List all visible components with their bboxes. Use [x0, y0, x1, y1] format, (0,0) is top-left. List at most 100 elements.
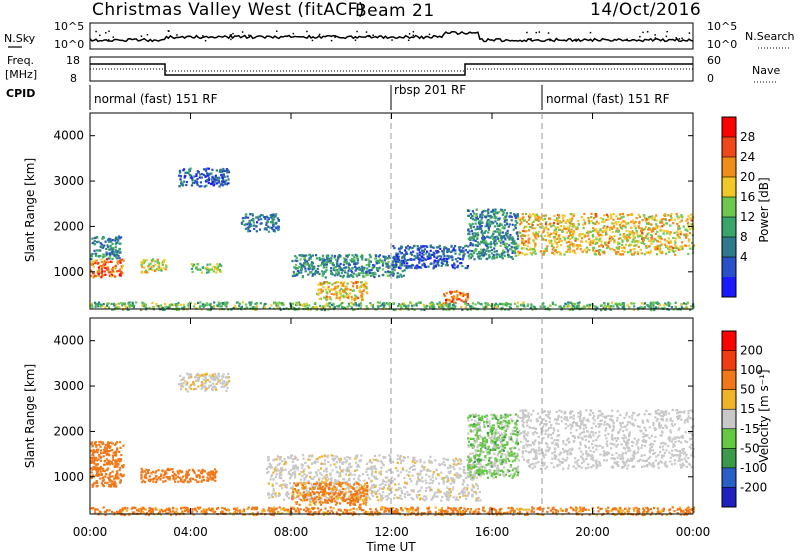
- data-cell: [193, 471, 196, 474]
- data-cell: [395, 264, 398, 267]
- data-cell: [476, 237, 479, 240]
- data-cell: [140, 471, 143, 474]
- data-cell: [351, 274, 354, 277]
- data-cell: [467, 255, 470, 258]
- data-cell: [341, 290, 344, 293]
- data-cell: [208, 268, 211, 271]
- data-cell: [107, 476, 110, 479]
- data-cell: [597, 234, 601, 237]
- data-cell: [388, 488, 391, 491]
- data-cell: [207, 181, 210, 185]
- data-cell: [256, 221, 259, 224]
- data-cell: [438, 244, 441, 247]
- data-cell: [483, 251, 486, 255]
- freq-line: [90, 63, 693, 76]
- data-cell: [330, 267, 333, 270]
- data-cell: [95, 480, 98, 483]
- data-cell: [618, 302, 621, 305]
- data-cell: [95, 459, 98, 462]
- data-cell: [459, 459, 462, 462]
- data-cell: [423, 245, 426, 248]
- data-cell: [423, 495, 426, 498]
- data-cell: [626, 304, 629, 307]
- data-cell: [180, 388, 183, 391]
- data-cell: [533, 245, 537, 248]
- data-cell: [551, 301, 554, 304]
- data-cell: [415, 304, 418, 307]
- data-cell: [93, 243, 96, 246]
- data-cell: [197, 385, 200, 388]
- data-cell: [358, 266, 361, 269]
- data-cell: [558, 220, 561, 223]
- data-cell: [106, 244, 109, 247]
- noise-dot: [368, 35, 370, 38]
- data-cell: [187, 305, 190, 308]
- data-cell: [640, 235, 643, 238]
- data-cell: [415, 483, 418, 486]
- data-cell: [114, 256, 118, 259]
- data-cell: [336, 456, 339, 459]
- data-cell: [393, 269, 396, 272]
- data-cell: [244, 223, 247, 226]
- data-cell: [437, 491, 440, 494]
- data-cell: [447, 305, 450, 308]
- data-cell: [419, 247, 422, 250]
- data-cell: [157, 469, 160, 472]
- data-cell: [99, 473, 102, 476]
- data-cell: [527, 249, 530, 252]
- data-cell: [294, 464, 298, 467]
- data-cell: [520, 247, 523, 250]
- data-cell: [389, 306, 392, 309]
- data-cell: [90, 449, 93, 452]
- data-cell: [317, 469, 320, 472]
- data-cell: [596, 242, 599, 245]
- data-cell: [570, 228, 573, 231]
- data-cell: [631, 231, 634, 234]
- data-cell: [455, 472, 458, 475]
- data-cell: [464, 293, 467, 296]
- data-cell: [499, 244, 502, 247]
- data-cell: [450, 296, 453, 299]
- data-cell: [108, 459, 111, 462]
- data-cell: [201, 468, 204, 471]
- data-cell: [469, 478, 473, 481]
- data-cell: [97, 467, 100, 470]
- data-cell: [568, 238, 572, 241]
- data-cell: [155, 478, 158, 481]
- data-cell: [617, 250, 620, 254]
- data-cell: [397, 304, 400, 308]
- data-cell: [336, 260, 339, 263]
- data-cell: [274, 492, 277, 495]
- data-cell: [215, 169, 218, 172]
- data-cell: [641, 231, 644, 234]
- data-cell: [638, 215, 642, 218]
- data-cell: [283, 483, 286, 486]
- data-cell: [355, 273, 358, 276]
- data-cell: [422, 303, 425, 307]
- data-cell: [218, 303, 221, 306]
- data-cell: [212, 270, 215, 273]
- data-cell: [615, 246, 618, 249]
- data-cell: [107, 245, 110, 249]
- data-cell: [480, 303, 483, 306]
- data-cell: [644, 220, 647, 223]
- data-cell: [282, 479, 285, 482]
- data-cell: [629, 250, 632, 253]
- data-cell: [489, 217, 492, 220]
- data-cell: [419, 498, 422, 501]
- data-cell: [649, 307, 653, 310]
- data-cell: [255, 216, 258, 219]
- data-cell: [634, 227, 638, 230]
- data-cell: [499, 229, 502, 233]
- data-cell: [546, 231, 549, 234]
- data-cell: [442, 252, 445, 255]
- data-cell: [309, 257, 312, 260]
- data-cell: [205, 169, 208, 172]
- data-cell: [347, 275, 351, 278]
- data-cell: [107, 257, 110, 260]
- data-cell: [249, 304, 252, 307]
- data-cell: [121, 264, 124, 267]
- data-cell: [480, 220, 483, 224]
- data-cell: [193, 382, 196, 385]
- data-cell: [200, 480, 203, 483]
